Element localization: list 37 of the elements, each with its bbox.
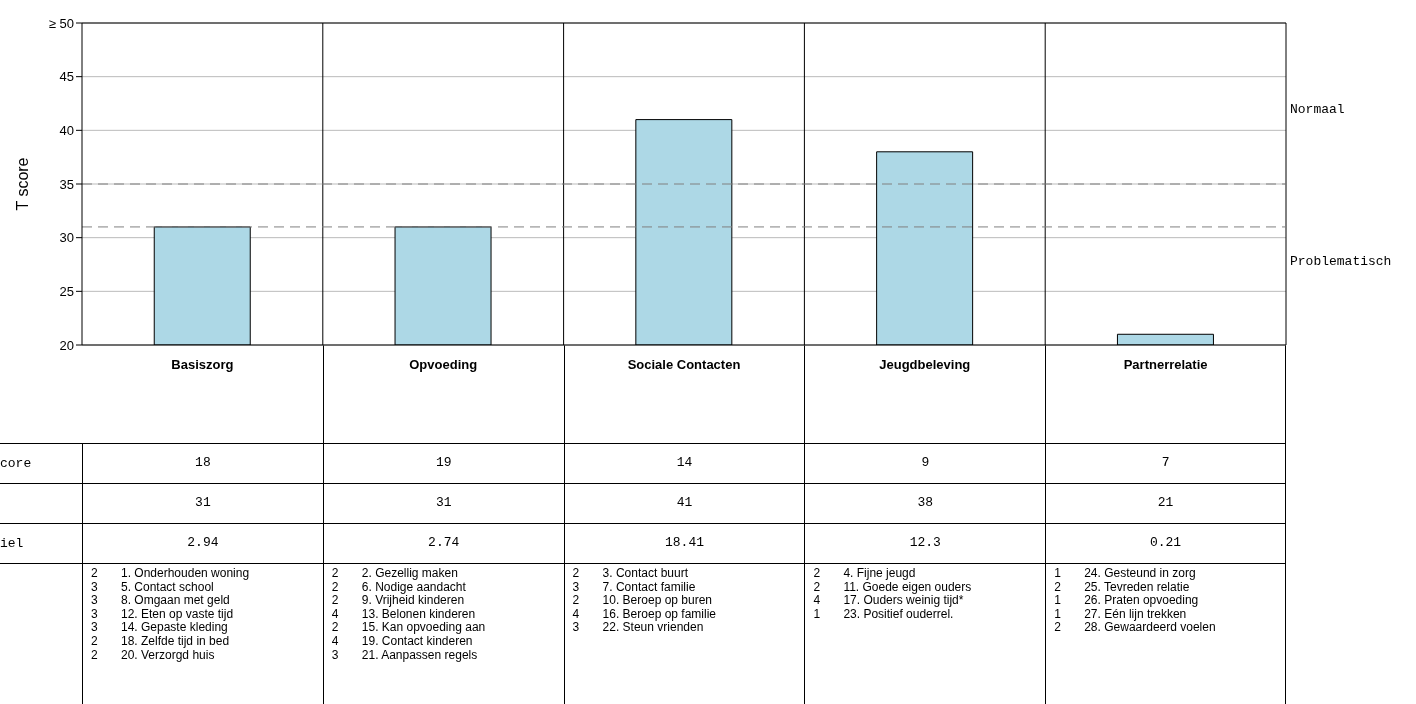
y-axis-title: T score: [13, 157, 31, 211]
y-tick-label: 35: [59, 176, 74, 192]
text: 1 24. Gesteund in zorg 2 25. Tevreden relatie 1 26. Praten opvoeding 1 27. Eén lijn trekken 2 28. Gewaardeerd voelen: [1045, 563, 1286, 704]
y-tick-label: 20: [59, 337, 74, 353]
text: 2 1. Onderhouden woning 3 5. Contact school 3 8. Omgaan met geld 3 12. Eten op vaste tijd 3 14. Gepaste kleding 2 18. Zelfde tijd in bed 2 20. Verzorgd huis: [82, 563, 323, 704]
data-label: 31: [322, 483, 564, 523]
x-tick-label: Sociale Contacten: [627, 357, 741, 372]
y-tick-label: 30: [59, 230, 74, 246]
text: 0.21: [1045, 523, 1286, 563]
text: 2 3. Contact buurt 3 7. Contact familie 2 10. Beroep op buren 4 16. Beroep op familie 3 22. Steun vrienden: [563, 563, 805, 704]
text: 2.94: [82, 523, 323, 563]
y-tick-label: 25: [59, 283, 74, 299]
text: Problematisch: [1290, 254, 1392, 270]
text: 7: [1045, 443, 1286, 483]
x-tick-label: Jeugdbeleving: [879, 357, 971, 372]
text: 2.74: [322, 523, 564, 563]
text: iel: [0, 523, 82, 563]
y-tick-label: 40: [59, 122, 74, 138]
data-label: 21: [1045, 483, 1286, 523]
y-tick-label: ≥ 50: [48, 15, 74, 31]
data-label: 38: [804, 483, 1046, 523]
x-tick-label: Partnerrelatie: [1123, 357, 1208, 372]
text: core: [0, 443, 82, 483]
data-label: 41: [563, 483, 805, 523]
text: 18.41: [563, 523, 805, 563]
text: 18: [82, 443, 323, 483]
data-label: 31: [82, 483, 323, 523]
x-tick-label: Basiszorg: [171, 357, 234, 372]
text: 14: [563, 443, 805, 483]
text: 12.3: [804, 523, 1046, 563]
text: 9: [804, 443, 1046, 483]
text: Normaal: [1290, 102, 1345, 118]
text: 2 2. Gezellig maken 2 6. Nodige aandacht 2 9. Vrijheid kinderen 4 13. Belonen kinderen 2 15. Kan opvoeding aan 4 19. Contact kinderen 3 21. Aanpassen regels: [322, 563, 564, 704]
text: 2 4. Fijne jeugd 2 11. Goede eigen ouders 4 17. Ouders weinig tijd* 1 23. Positief ouderrel.: [804, 563, 1046, 704]
text: 19: [322, 443, 564, 483]
x-tick-label: Opvoeding: [409, 357, 478, 372]
y-tick-label: 45: [59, 69, 74, 85]
